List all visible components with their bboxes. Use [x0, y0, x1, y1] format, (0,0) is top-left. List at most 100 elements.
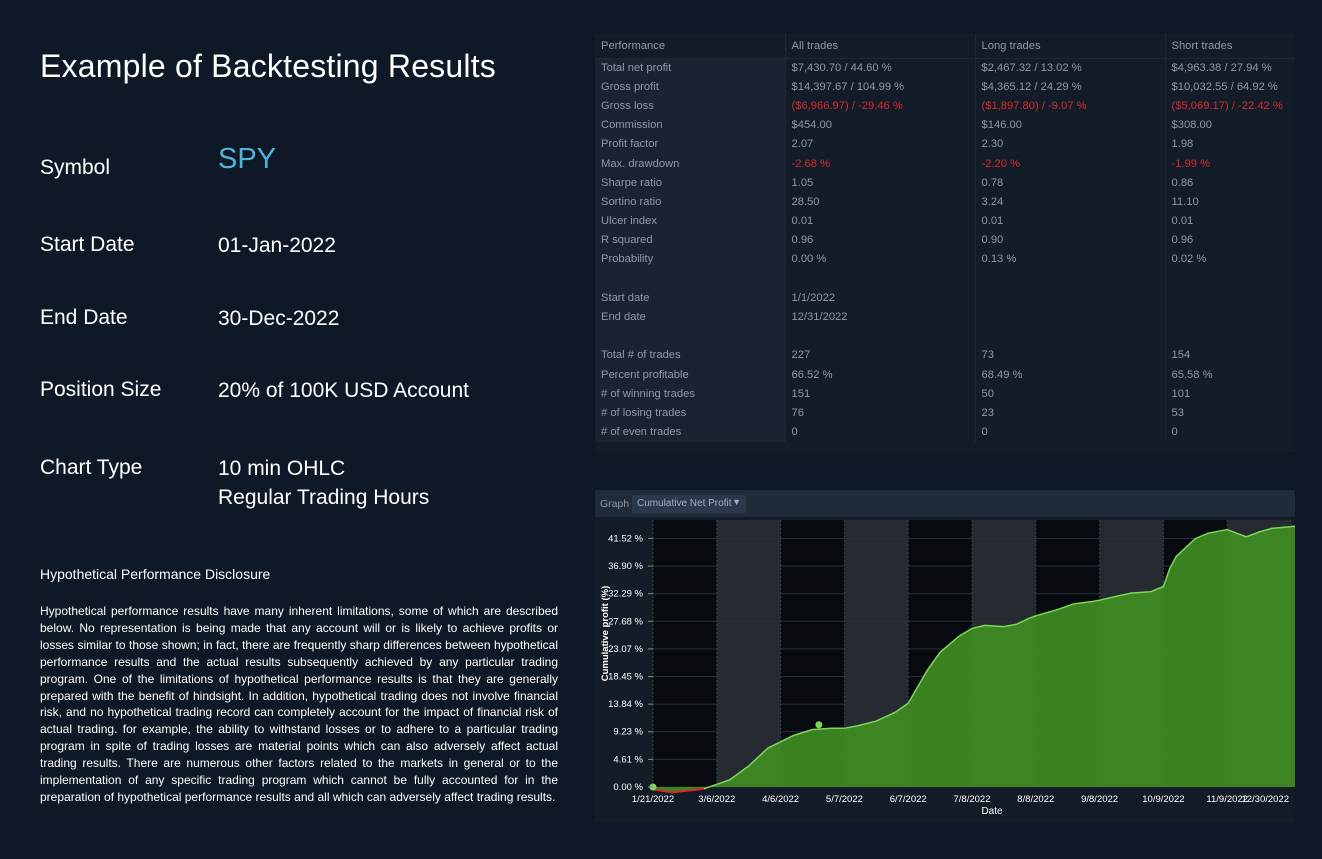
row-label: Total net profit	[595, 58, 785, 78]
chart-type-value-line1: 10 min OHLC	[218, 457, 346, 480]
parameters-panel: Example of Backtesting Results Symbol SP…	[40, 0, 560, 859]
y-axis-label: Cumulative profit (%)	[600, 586, 611, 682]
row-label: # of losing trades	[595, 403, 785, 423]
cell-short-trades	[1164, 326, 1295, 346]
cell-short-trades: 0.02 %	[1164, 249, 1295, 270]
y-tick-label: 36.90 %	[608, 561, 643, 572]
row-label: # of winning trades	[595, 384, 785, 404]
cell-short-trades: $10,032.55 / 64.92 %	[1164, 77, 1295, 97]
cell-long-trades: $4,365.12 / 24.29 %	[974, 77, 1165, 97]
chevron-down-icon: ▼	[732, 497, 741, 507]
cell-all-trades: 0.01	[784, 211, 975, 231]
graph-type-select[interactable]: Cumulative Net Profit ▼	[632, 495, 746, 513]
cell-long-trades	[974, 288, 1165, 308]
row-label	[595, 269, 785, 289]
cell-short-trades: 0.01	[1164, 211, 1295, 231]
y-tick-label: 32.29 %	[608, 589, 643, 600]
cell-long-trades: 0.01	[974, 211, 1165, 231]
cell-all-trades: -2.68 %	[784, 153, 975, 174]
cell-long-trades: $2,467.32 / 13.02 %	[974, 58, 1165, 78]
cell-short-trades: $308.00	[1164, 115, 1295, 135]
chart-type-value: 10 min OHLC Regular Trading Hours	[218, 454, 429, 512]
row-label: Profit factor	[595, 134, 785, 154]
row-label: Total # of trades	[595, 345, 785, 365]
table-row: # of losing trades 76 23 53	[595, 403, 1295, 423]
chart-type-label: Chart Type	[40, 456, 143, 479]
y-tick-label: 9.23 %	[613, 727, 643, 738]
table-row: Gross profit $14,397.67 / 104.99 % $4,365.…	[595, 77, 1295, 97]
cell-all-trades: 1/1/2022	[784, 288, 975, 308]
y-tick-label: 41.52 %	[608, 533, 643, 544]
performance-table-panel: Performance All trades Long trades Short…	[595, 34, 1295, 452]
row-label: Sharpe ratio	[595, 173, 785, 193]
cell-long-trades	[974, 307, 1165, 327]
y-tick-label: 13.84 %	[608, 699, 643, 710]
x-tick-label: 6/7/2022	[890, 794, 927, 805]
table-row: Total # of trades 227 73 154	[595, 345, 1295, 365]
table-row: Percent profitable 66.52 % 68.49 % 65.58 %	[595, 365, 1295, 385]
cell-short-trades	[1164, 288, 1295, 308]
table-row: Ulcer index 0.01 0.01 0.01	[595, 211, 1295, 231]
y-tick-label: 23.07 %	[608, 644, 643, 655]
cell-long-trades: 23	[974, 403, 1165, 423]
row-label: End date	[595, 307, 785, 327]
cell-all-trades: 2.07	[784, 134, 975, 154]
symbol-value: SPY	[218, 143, 277, 175]
cell-all-trades: 66.52 %	[784, 365, 975, 385]
row-label: Sortino ratio	[595, 192, 785, 212]
row-label: Percent profitable	[595, 365, 785, 385]
cell-short-trades: 65.58 %	[1164, 365, 1295, 385]
cell-short-trades: 11.10	[1164, 192, 1295, 212]
table-row: Start date 1/1/2022	[595, 288, 1295, 308]
plot-band	[716, 520, 781, 787]
cell-long-trades: 68.49 %	[974, 365, 1165, 385]
row-label: Commission	[595, 115, 785, 135]
end-date-label: End Date	[40, 306, 128, 329]
cell-long-trades: $146.00	[974, 115, 1165, 135]
position-size-value: 20% of 100K USD Account	[218, 379, 469, 402]
cell-all-trades: ($6,966.97) / -29.46 %	[784, 96, 975, 116]
cell-long-trades: 3.24	[974, 192, 1165, 212]
cell-short-trades: 154	[1164, 345, 1295, 365]
table-row: End date 12/31/2022	[595, 307, 1295, 327]
cell-all-trades: $454.00	[784, 115, 975, 135]
header-performance: Performance	[595, 34, 785, 59]
table-row: Probability 0.00 % 0.13 % 0.02 %	[595, 249, 1295, 270]
row-label: Probability	[595, 249, 785, 270]
cell-short-trades	[1164, 269, 1295, 289]
x-tick-label: 12/30/2022	[1241, 794, 1289, 805]
y-tick-label: 4.61 %	[613, 754, 643, 765]
cell-long-trades: 50	[974, 384, 1165, 404]
cell-long-trades: 73	[974, 345, 1165, 365]
cell-long-trades: 0	[974, 422, 1165, 442]
graph-toolbar: Graph Cumulative Net Profit ▼	[595, 490, 1295, 517]
table-row: Sharpe ratio 1.05 0.78 0.86	[595, 173, 1295, 193]
cell-all-trades: 1.05	[784, 173, 975, 193]
row-label: Start date	[595, 288, 785, 308]
x-tick-label: 3/6/2022	[698, 794, 735, 805]
cell-short-trades: 0	[1164, 422, 1295, 442]
chart-type-value-line2: Regular Trading Hours	[218, 486, 430, 509]
header-all-trades: All trades	[784, 34, 975, 59]
table-row: Sortino ratio 28.50 3.24 11.10	[595, 192, 1295, 212]
cell-long-trades: -2.20 %	[974, 153, 1165, 174]
x-tick-label: 9/8/2022	[1081, 794, 1118, 805]
symbol-label: Symbol	[40, 156, 111, 179]
cell-short-trades: 0.86	[1164, 173, 1295, 193]
row-label: Ulcer index	[595, 211, 785, 231]
disclosure-title: Hypothetical Performance Disclosure	[40, 566, 271, 582]
x-tick-label: 7/8/2022	[954, 794, 991, 805]
profit-line	[652, 525, 1295, 794]
profit-area	[653, 526, 1295, 793]
cell-long-trades: ($1,897.80) / -9.07 %	[974, 96, 1165, 116]
cell-long-trades: 0.90	[974, 230, 1165, 250]
performance-table: Performance All trades Long trades Short…	[595, 34, 1295, 442]
table-row: Total net profit $7,430.70 / 44.60 % $2,46…	[595, 58, 1295, 78]
cell-short-trades: 53	[1164, 403, 1295, 423]
cell-all-trades: 28.50	[784, 192, 975, 212]
cell-short-trades: 101	[1164, 384, 1295, 404]
cell-short-trades: 0.96	[1164, 230, 1295, 250]
cell-long-trades: 0.78	[974, 173, 1165, 193]
x-tick-label: 1/21/2022	[632, 794, 674, 805]
row-label: R squared	[595, 230, 785, 250]
